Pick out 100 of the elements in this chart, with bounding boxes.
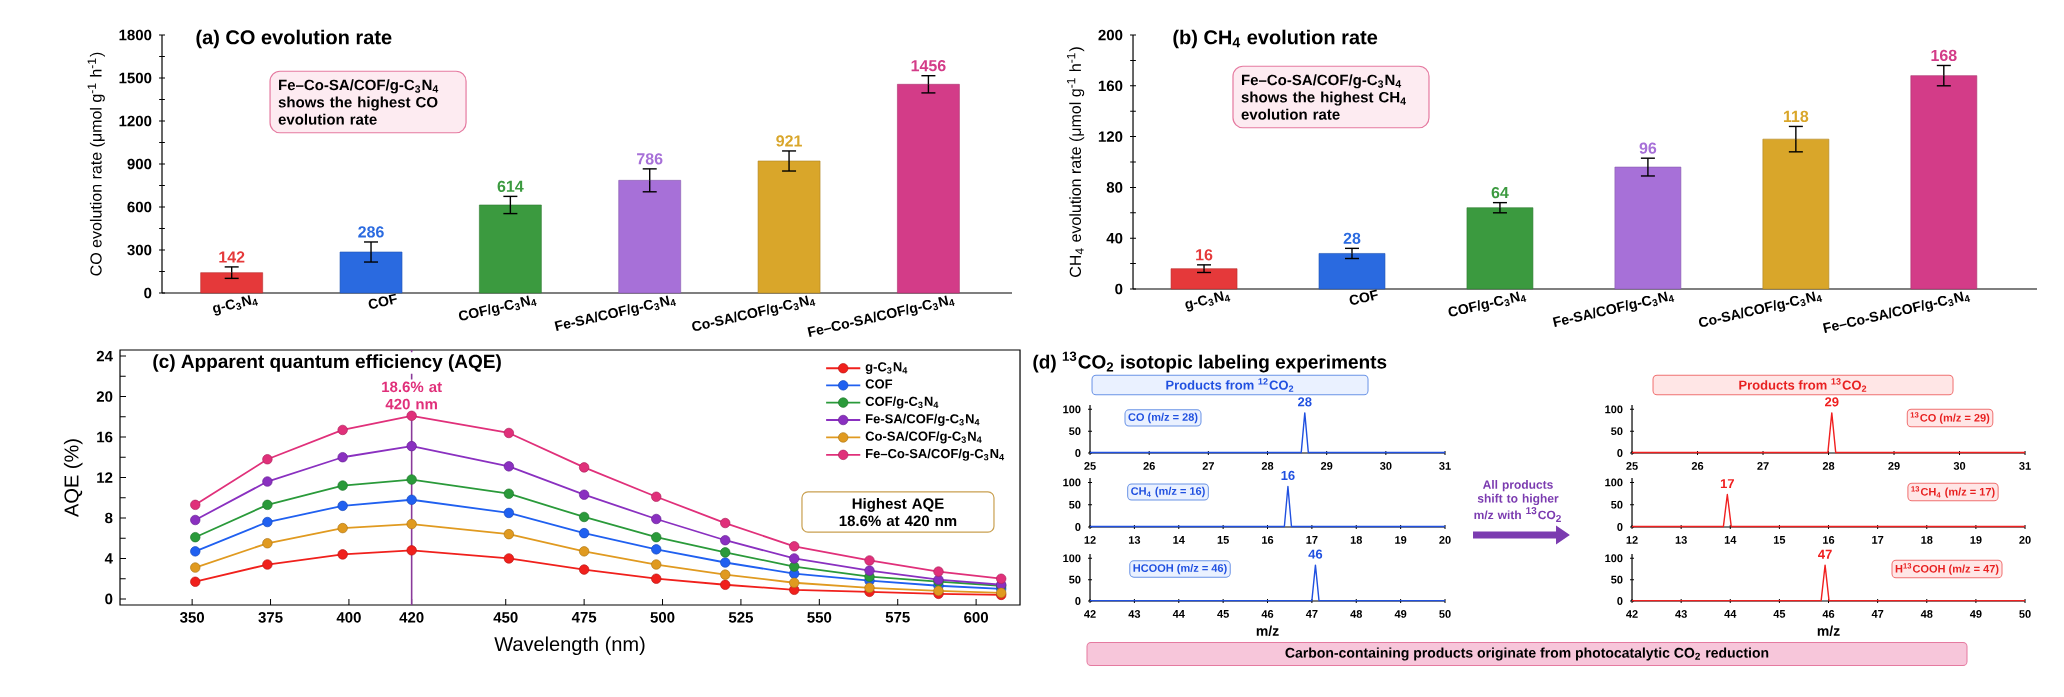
data-label: 786 (637, 153, 663, 165)
data-label: 64 (1491, 186, 1509, 199)
data-label: 614 (497, 180, 524, 192)
legend-label: Co-SA/COF/g-C$_{3}$N$_{4}$ (865, 431, 982, 444)
x-tick-label: 47 (1305, 610, 1318, 618)
x-tick-label: COF/g-C$_{3}$N$_{4}$ (458, 295, 537, 321)
data-label: 16 (1196, 249, 1213, 261)
x-tick-label: 28 (1261, 462, 1274, 470)
y-tick-label: 600 (127, 201, 152, 213)
x-tick-label: 420 (399, 612, 424, 623)
annotation: CH$_{4}$ (m/z = 16) (1131, 486, 1205, 498)
y-tick-label: 50 (1069, 500, 1081, 509)
x-tick-label: 30 (1953, 462, 1966, 470)
y-tick-label: 0 (1075, 523, 1081, 531)
chart-title: (b) CH$_{4}$ evolution rate (1173, 29, 1378, 49)
y-tick-label: 50 (1611, 575, 1623, 584)
y-tick-label: 1200 (119, 115, 152, 127)
y-tick-label: 24 (96, 350, 113, 362)
data-label: 286 (358, 226, 384, 238)
x-tick-label: 15 (1773, 536, 1786, 544)
y-tick-label: 1500 (119, 72, 152, 84)
annotation: Fe–Co-SA/COF/g-C$_{3}$N$_{4}$ shows the highest CO evolution rate (278, 79, 439, 125)
annotation: 47 (1818, 549, 1832, 559)
x-tick-label: g-C$_{3}$N$_{4}$ (1185, 291, 1231, 312)
x-tick-label: 26 (1143, 462, 1155, 470)
chart-subtitle: Products from $^{13}$CO$_{2}$ (1739, 378, 1867, 392)
chart-subtitle: Products from $^{12}$CO$_{2}$ (1166, 378, 1294, 392)
x-tick-label: 48 (1350, 610, 1363, 618)
x-tick-label: 29 (1888, 462, 1900, 470)
chart-title: (d) $^{13}$CO$_{2}$ isotopic labeling experiments (1033, 351, 1387, 373)
x-tick-label: 30 (1379, 462, 1392, 470)
annotation: Highest AQE 18.6% at 420 nm (839, 497, 957, 527)
y-tick-label: 200 (1098, 29, 1123, 41)
y-tick-label: 50 (1611, 427, 1623, 436)
x-tick-label: 46 (1822, 610, 1835, 618)
chart-title: (a) CO evolution rate (196, 29, 392, 49)
x-tick-label: 42 (1626, 610, 1638, 618)
x-tick-label: 12 (1084, 536, 1096, 544)
x-tick-label: 44 (1724, 610, 1737, 618)
y-axis-title: CO evolution rate (μmol g$^{-1}$ h$^{-1}$) (87, 52, 105, 276)
x-axis-title: m/z (1256, 625, 1279, 637)
y-tick-label: 100 (1605, 554, 1623, 563)
y-tick-label: 0 (1617, 449, 1623, 457)
annotation: 46 (1308, 549, 1323, 559)
x-tick-label: 29 (1320, 462, 1333, 470)
annotation: $^{13}$CO (m/z = 29) (1910, 412, 1990, 424)
y-tick-label: 40 (1106, 232, 1123, 244)
x-tick-label: 25 (1084, 462, 1096, 470)
annotation: CO (m/z = 28) (1128, 412, 1198, 424)
legend-label: Fe-SA/COF/g-C$_{3}$N$_{4}$ (866, 413, 980, 426)
data-label: 168 (1931, 49, 1957, 62)
data-label: 142 (219, 251, 245, 263)
x-tick-label: 13 (1128, 536, 1141, 544)
x-tick-label: g-C$_{3}$N$_{4}$ (213, 295, 258, 316)
x-tick-label: 25 (1626, 462, 1638, 470)
y-tick-label: 0 (105, 593, 113, 605)
legend-label: g-C$_{3}$N$_{4}$ (865, 362, 908, 375)
y-axis-title: AQE (%) (63, 439, 83, 517)
y-tick-label: 0 (1075, 597, 1081, 605)
legend-label: COF (865, 379, 893, 389)
x-tick-label: 31 (2019, 462, 2031, 470)
x-tick-label: 50 (1439, 610, 1451, 618)
y-tick-label: 100 (1063, 405, 1081, 414)
x-tick-label: 475 (571, 612, 597, 623)
y-tick-label: 100 (1063, 554, 1081, 563)
x-tick-label: COF (368, 293, 397, 309)
x-tick-label: 18 (1921, 536, 1933, 544)
chart-title: (c) Apparent quantum efficiency (AQE) (153, 354, 501, 372)
annotation: $^{13}$CH$_{4}$ (m/z = 17) (1911, 486, 1995, 498)
y-tick-label: 160 (1098, 80, 1123, 92)
x-tick-label: 400 (336, 612, 361, 623)
x-tick-label: 15 (1217, 536, 1229, 544)
y-tick-label: 0 (1617, 523, 1623, 531)
y-tick-label: 1800 (119, 29, 152, 41)
x-tick-label: 45 (1773, 610, 1786, 618)
x-tick-label: 450 (493, 612, 518, 623)
x-tick-label: COF (1349, 289, 1378, 305)
y-tick-label: 0 (1075, 449, 1081, 457)
x-tick-label: 47 (1871, 610, 1884, 618)
y-tick-label: 100 (1605, 405, 1623, 414)
x-tick-label: 42 (1084, 610, 1096, 618)
x-axis-title: Wavelength (nm) (494, 636, 645, 656)
data-label: 118 (1783, 110, 1809, 123)
annotation: 18.6% at 420 nm (382, 381, 442, 410)
x-tick-label: 350 (179, 612, 205, 623)
x-tick-label: 13 (1675, 536, 1687, 544)
x-tick-label: 500 (650, 612, 675, 623)
x-tick-label: 49 (1394, 610, 1407, 618)
text: Carbon-containing products originate from photocatalytic CO$_{2}$ reduction (1285, 647, 1769, 661)
x-tick-label: COF/g-C$_{3}$N$_{4}$ (1448, 291, 1527, 317)
annotation: 16 (1281, 470, 1295, 481)
x-tick-label: 43 (1128, 610, 1141, 618)
data-label: 96 (1639, 142, 1657, 154)
y-tick-label: 120 (1098, 131, 1123, 142)
text: Fe–Co-SA/COF/g-C$_{3}$N$_{4}$ shows the highest CH$_{4}$ evolution rate (1241, 74, 1406, 120)
y-tick-label: 100 (1605, 478, 1623, 487)
y-tick-label: 0 (144, 287, 152, 299)
x-tick-label: 28 (1822, 462, 1835, 470)
x-tick-label: 20 (2019, 536, 2031, 544)
data-label: 28 (1343, 232, 1361, 244)
